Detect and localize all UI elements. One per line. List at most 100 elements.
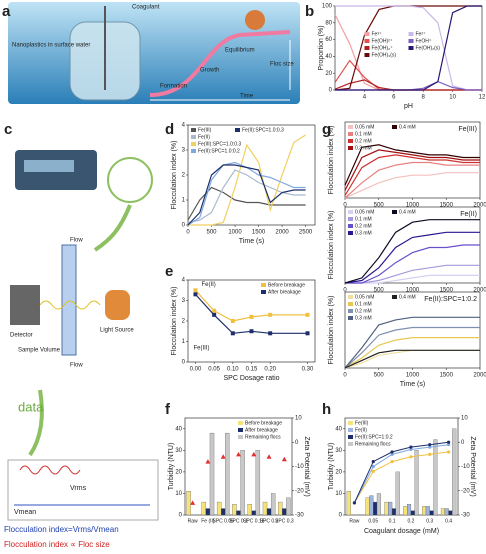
arrow xyxy=(28,389,44,457)
bar xyxy=(186,491,191,516)
x-tick-label: SPC 0.05 xyxy=(213,518,235,524)
bar xyxy=(369,495,374,516)
x-tick-label: 1000 xyxy=(406,373,420,379)
y2-tick-label: 10 xyxy=(461,416,468,422)
bar xyxy=(240,450,245,516)
zeta-marker xyxy=(409,447,413,452)
bar xyxy=(384,501,389,516)
zeta-line xyxy=(353,444,449,504)
legend-label: Fe(OH)₂⁺ xyxy=(372,45,394,51)
x-tick-label: SPC 0.1 xyxy=(229,518,248,524)
x-tick-label: 6 xyxy=(392,95,396,101)
y2-tick-label: 10 xyxy=(295,416,302,422)
panel-label: h xyxy=(322,401,331,418)
detector-block xyxy=(10,285,40,325)
y-tick-label: 0 xyxy=(329,88,333,94)
x-tick-label: 0.05 xyxy=(208,367,220,373)
y2-tick-label: 0 xyxy=(461,440,465,446)
bar xyxy=(373,501,378,516)
zeta-marker xyxy=(220,454,226,459)
y2-tick-label: -30 xyxy=(295,513,304,519)
bar xyxy=(205,508,211,516)
legend-label: Fe(III):SPC=1.0:0.3 xyxy=(198,141,241,147)
y-tick-label: 40 xyxy=(175,426,182,432)
series-line xyxy=(344,349,480,369)
legend-swatch xyxy=(392,295,397,299)
bar xyxy=(448,510,453,516)
y2-axis-label: Zeta Potential (mV) xyxy=(303,436,310,496)
bar xyxy=(255,450,261,516)
device-screen xyxy=(24,160,74,172)
bar xyxy=(425,506,430,516)
y-tick-label: 20 xyxy=(325,71,332,77)
legend-swatch xyxy=(348,139,353,143)
zeta-marker xyxy=(371,464,375,469)
legend-label: 0.1 mM xyxy=(355,131,372,137)
x-tick-label: SPC 0.2 xyxy=(260,518,279,524)
zeta-marker xyxy=(190,500,196,505)
x-tick-label: 12 xyxy=(479,95,486,101)
light-source xyxy=(105,290,130,320)
y-tick-label: 60 xyxy=(325,37,332,43)
series-line xyxy=(345,274,480,284)
marker xyxy=(305,312,310,317)
y-tick-label: 30 xyxy=(175,448,182,454)
bar xyxy=(376,493,381,516)
x-tick-label: 500 xyxy=(374,203,385,209)
bar xyxy=(278,501,283,516)
marker xyxy=(230,331,235,336)
legend-label: Fe(OH)₂(s) xyxy=(416,45,441,51)
x-tick-label: 0 xyxy=(186,230,190,236)
series-line xyxy=(344,154,480,196)
bar xyxy=(365,497,370,516)
y2-axis-label: Zeta Potential (mV) xyxy=(469,436,476,496)
legend-label: Fe³⁺ xyxy=(372,31,383,37)
label: Light Source xyxy=(100,328,134,334)
y-tick-label: 80 xyxy=(325,20,332,26)
legend-swatch xyxy=(235,128,240,132)
y-tick-label: 40 xyxy=(325,54,332,60)
chart-title: Fe(II) xyxy=(460,211,477,218)
y2-tick-label: -20 xyxy=(295,488,304,494)
x-axis-label: Coagulant dosage (mM) xyxy=(364,528,439,535)
bar xyxy=(216,501,222,516)
marker xyxy=(249,314,254,319)
legend-swatch xyxy=(191,128,196,132)
y-axis-label: Flocculation index (%) xyxy=(328,211,335,280)
zeta-marker xyxy=(371,469,375,473)
y2-tick-label: -20 xyxy=(461,488,470,494)
series-line xyxy=(344,172,480,199)
x-tick-label: 0.3 xyxy=(426,518,433,524)
legend-label: Fe(II):SPC=1.0:0.2 xyxy=(198,148,240,154)
series-line xyxy=(344,161,480,199)
legend-label: Fe(II) xyxy=(198,134,210,140)
series-line xyxy=(345,264,480,284)
legend-label: FeOH⁺ xyxy=(416,38,432,44)
legend-label: Fe(III) xyxy=(198,127,212,133)
x-tick-label: 500 xyxy=(374,288,385,294)
legend-label: 0.1 mM xyxy=(355,216,372,222)
legend-label: Fe(OH)²⁺ xyxy=(372,38,393,44)
bar xyxy=(262,501,268,516)
legend-label: 0.3 mM xyxy=(355,230,372,236)
arrow xyxy=(93,204,132,252)
label: Flow xyxy=(70,238,83,244)
legend-label: Remaining flocs xyxy=(245,434,281,440)
legend-label: 0.4 mM xyxy=(399,294,416,300)
x-tick-label: 0 xyxy=(343,288,347,294)
zeta-marker xyxy=(352,501,357,505)
x-tick-label: 1000 xyxy=(406,203,420,209)
x-tick-label: 500 xyxy=(374,373,385,379)
panel-label: e xyxy=(165,263,173,280)
legend-swatch xyxy=(348,146,353,150)
legend-swatch xyxy=(261,283,266,287)
bar xyxy=(452,428,457,516)
y-tick-label: 20 xyxy=(175,469,182,475)
legend-swatch xyxy=(348,316,353,320)
legend-swatch xyxy=(238,428,243,432)
series-line xyxy=(344,144,480,186)
y2-tick-label: 0 xyxy=(295,440,299,446)
y2-tick-label: -10 xyxy=(461,464,470,470)
zeta-marker xyxy=(409,445,413,449)
bar xyxy=(346,491,351,516)
